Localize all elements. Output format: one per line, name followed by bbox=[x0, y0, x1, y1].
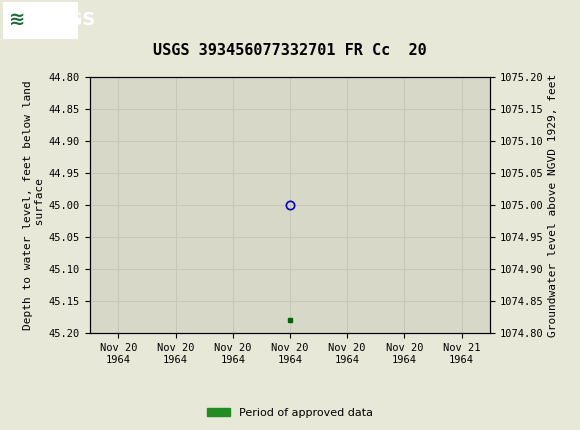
Y-axis label: Depth to water level, feet below land
 surface: Depth to water level, feet below land su… bbox=[23, 80, 45, 330]
Text: USGS: USGS bbox=[41, 11, 96, 29]
Text: USGS 393456077332701 FR Cc  20: USGS 393456077332701 FR Cc 20 bbox=[153, 43, 427, 58]
Bar bbox=[3, 2, 78, 39]
Y-axis label: Groundwater level above NGVD 1929, feet: Groundwater level above NGVD 1929, feet bbox=[548, 74, 558, 337]
Legend: Period of approved data: Period of approved data bbox=[203, 403, 377, 422]
Text: ≋: ≋ bbox=[9, 10, 25, 29]
